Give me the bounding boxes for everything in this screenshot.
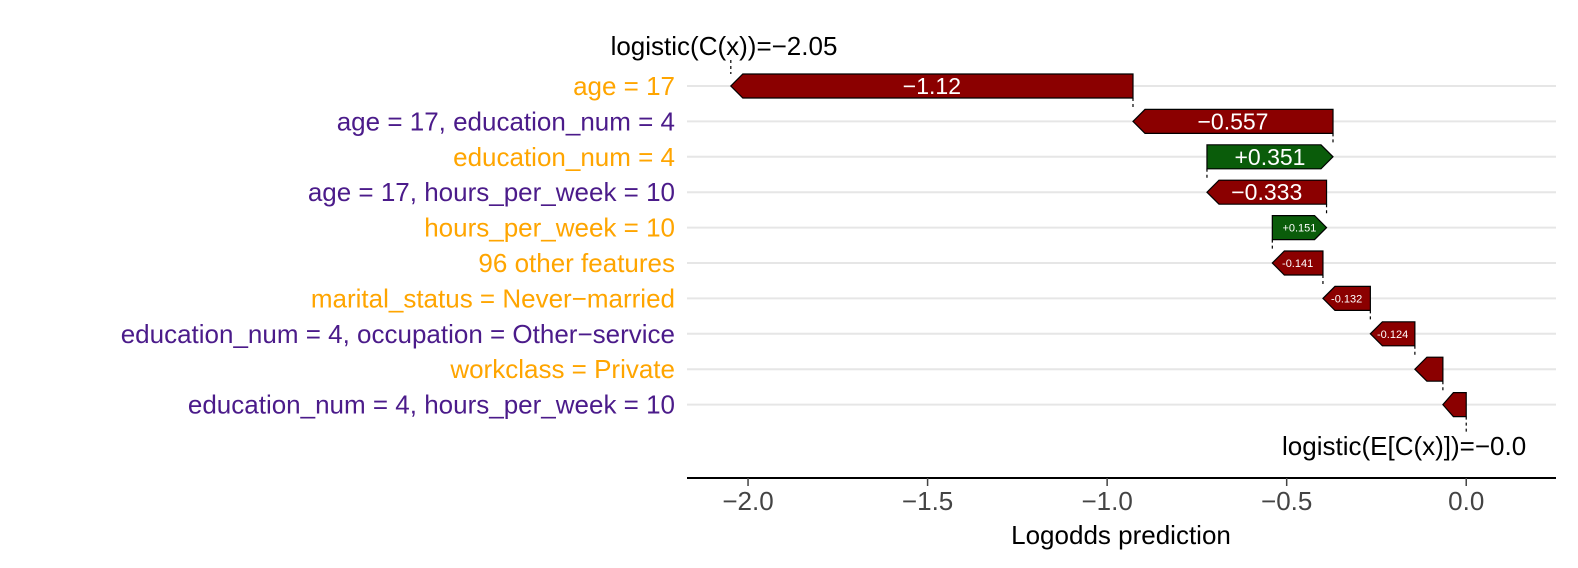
bar-value-label: -0.124 [1377,329,1408,341]
feature-label: education_num = 4 [453,142,675,172]
waterfall-bar [1414,356,1444,382]
bar-value-label: -0.141 [1282,258,1313,270]
waterfall-bar [1322,285,1371,311]
x-tick-label: −2.0 [722,486,773,516]
bars: −1.12 −0.557 +0.351 −0.333 +0.151 -0.141 -0.13… [729,73,1467,418]
bar-value-label: +0.151 [1282,223,1316,235]
feature-label: age = 17 [573,71,675,101]
x-axis-label: Logodds prediction [1011,520,1231,550]
feature-label: age = 17, education_num = 4 [337,106,675,136]
bar-value-label: −0.333 [1231,179,1302,205]
x-axis-ticks: −2.0 −1.5 −1.0 −0.5 0.0 [722,478,1484,516]
x-tick-label: −1.0 [1081,486,1132,516]
feature-label: age = 17, hours_per_week = 10 [308,177,675,207]
bar-value-label: -0.132 [1331,293,1362,305]
x-tick-label: −0.5 [1261,486,1312,516]
feature-label: workclass = Private [449,354,675,384]
feature-label: education_num = 4, hours_per_week = 10 [188,390,675,420]
waterfall-bar [1271,250,1324,276]
feature-label: hours_per_week = 10 [424,213,675,243]
waterfall-bar [1271,215,1328,241]
waterfall-bar [1369,321,1416,347]
bar-value-label: −1.12 [903,73,961,99]
feature-label: marital_status = Never−married [311,283,675,313]
end-annotation: logistic(C(x))=−2.05 [611,31,838,61]
feature-labels: age = 17 age = 17, education_num = 4 educa… [121,71,675,420]
waterfall-bar [729,73,1134,99]
waterfall-bar [1132,108,1334,134]
gridlines [687,85,1556,406]
x-tick-label: −1.5 [902,486,953,516]
start-annotation: logistic(E[C(x)])=−0.0 [1282,431,1526,461]
x-tick-label: 0.0 [1448,486,1484,516]
connector-lines [730,60,1467,432]
feature-label: 96 other features [478,248,675,278]
bar-value-label: +0.351 [1234,144,1305,170]
feature-label: education_num = 4, occupation = Other−se… [121,319,675,349]
waterfall-bar [1206,179,1328,205]
bar-value-label: −0.557 [1197,108,1268,134]
waterfall-bar [1442,392,1467,418]
waterfall-bar [1206,144,1334,170]
